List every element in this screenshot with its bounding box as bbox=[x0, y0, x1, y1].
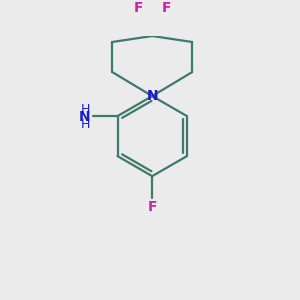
Text: H: H bbox=[81, 118, 91, 131]
Text: H: H bbox=[81, 103, 91, 116]
Text: N: N bbox=[146, 89, 158, 103]
Text: F: F bbox=[161, 1, 171, 15]
Text: F: F bbox=[148, 200, 157, 214]
Text: N: N bbox=[79, 110, 91, 124]
Text: F: F bbox=[134, 1, 143, 15]
